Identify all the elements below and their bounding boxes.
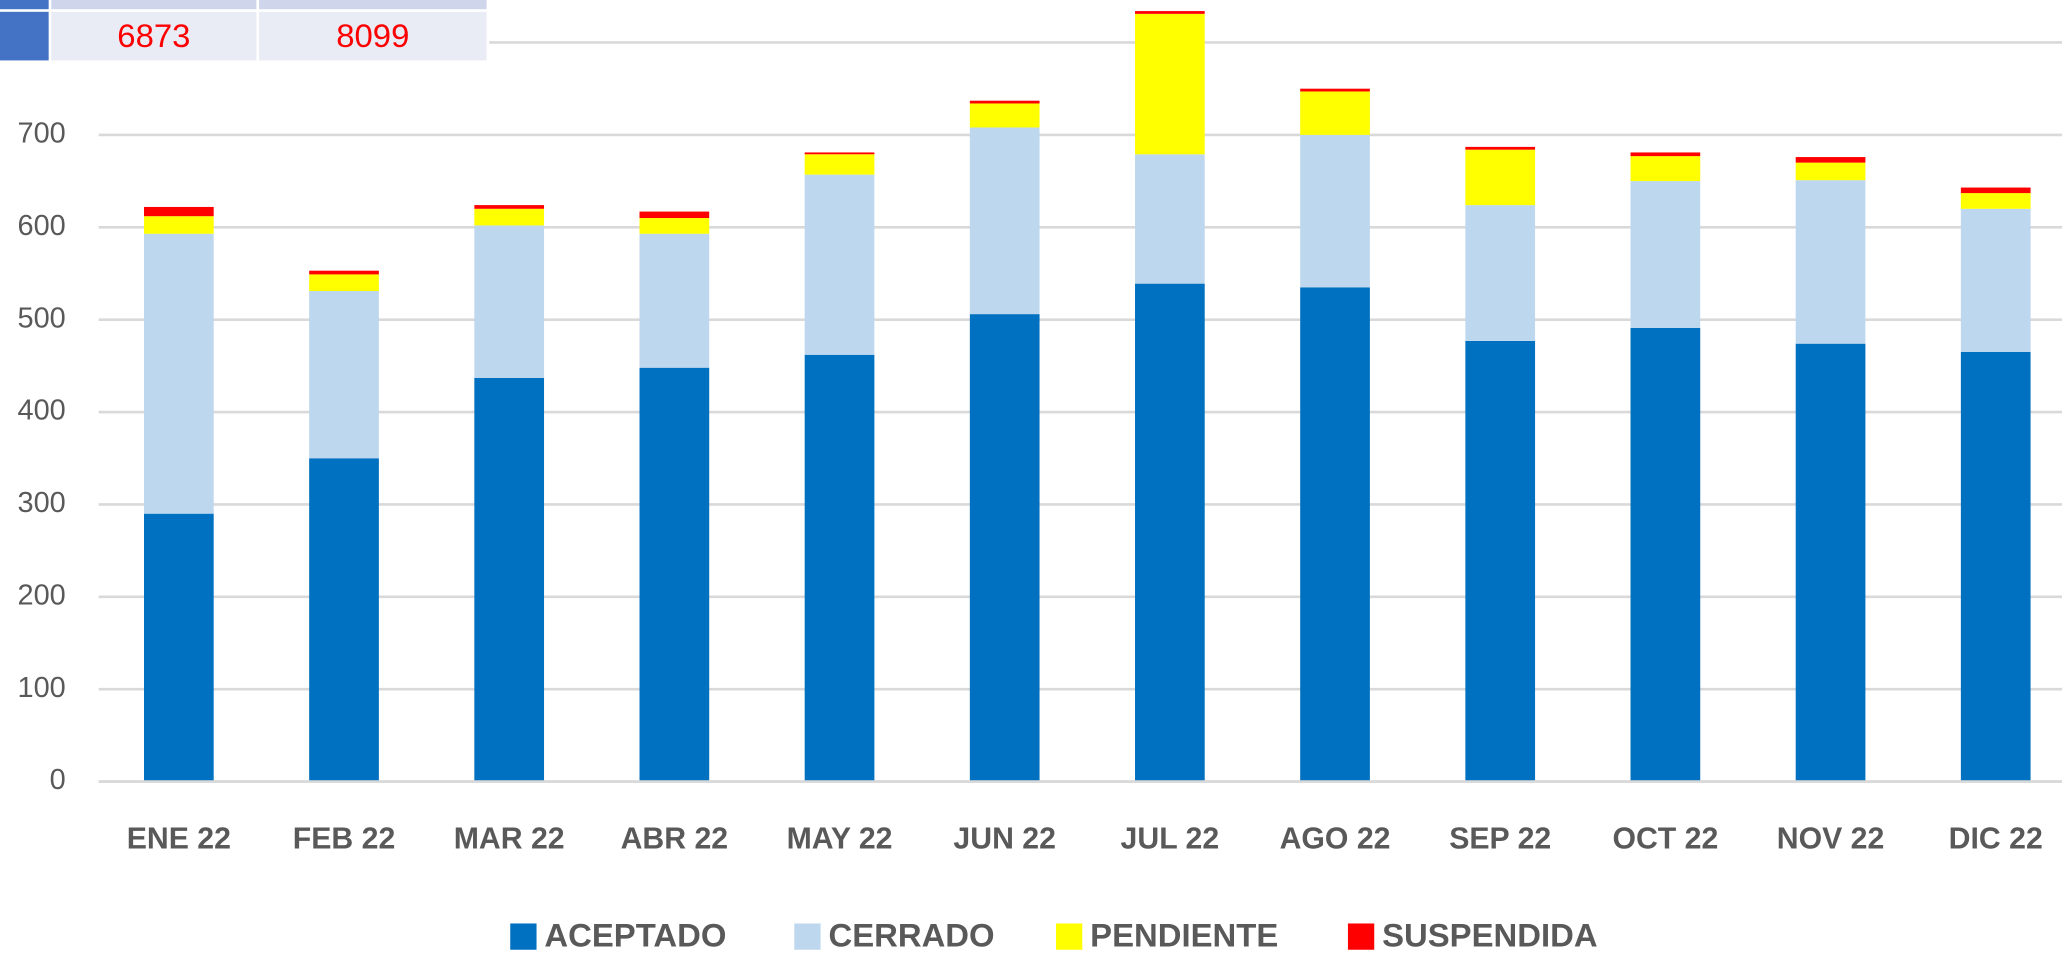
legend-swatch <box>794 923 821 950</box>
bar-segment <box>1630 327 1701 782</box>
bar-segment <box>309 274 379 292</box>
bar-segment <box>1795 157 1866 163</box>
bar-segment <box>309 458 379 782</box>
bar-segment <box>1300 134 1370 288</box>
y-tick-label: 300 <box>17 487 65 519</box>
bar-segment <box>1300 287 1370 782</box>
bar-segment <box>639 211 710 219</box>
bar-segment <box>639 367 710 782</box>
bar-segment <box>969 103 1040 128</box>
table-cell <box>259 0 487 10</box>
y-tick-label: 400 <box>17 395 65 427</box>
bar-segment <box>639 218 710 234</box>
bar-segment <box>1960 208 2031 352</box>
legend-swatch <box>1055 923 1083 950</box>
bar-segment <box>1795 343 1866 782</box>
bar-segment <box>1795 162 1866 181</box>
y-tick-label: 200 <box>17 579 65 611</box>
bar-segment <box>1135 11 1205 14</box>
bar-segment <box>1465 205 1536 341</box>
bar-segment <box>804 154 875 175</box>
x-tick-label: JUL 22 <box>1121 823 1220 856</box>
bar-segment <box>969 127 1040 315</box>
bar-segment <box>804 354 875 782</box>
bar-segment <box>1630 156 1701 182</box>
bar-segment <box>1300 88 1370 92</box>
x-tick-label: JUN 22 <box>953 823 1056 856</box>
y-tick-label: 600 <box>17 210 65 242</box>
table-value: 6873 <box>117 17 190 54</box>
x-tick-label: MAY 22 <box>787 823 893 856</box>
y-tick-label: 100 <box>17 672 65 704</box>
bar-segment <box>804 174 875 355</box>
bar-segment <box>474 208 545 226</box>
bar-segment <box>639 233 710 368</box>
x-tick-label: FEB 22 <box>293 823 396 856</box>
bar-segment <box>143 206 214 217</box>
table-cell <box>51 11 257 61</box>
table-value: 8099 <box>336 17 409 54</box>
bar-segment <box>1465 149 1536 206</box>
bar-segment <box>143 513 214 782</box>
bar-segment <box>969 100 1040 104</box>
y-tick-label: 500 <box>17 302 65 334</box>
bar-segment <box>1300 91 1370 135</box>
bar-segment <box>143 216 214 234</box>
table-cell <box>259 11 487 61</box>
legend-label: CERRADO <box>828 917 994 954</box>
x-tick-label: ENE 22 <box>127 823 231 856</box>
bar-segment <box>474 205 545 209</box>
bar-segment <box>1630 152 1701 157</box>
legend-swatch <box>510 923 537 950</box>
bar-segment <box>1135 283 1205 782</box>
bar-segment <box>1135 154 1205 284</box>
bar-segment <box>143 233 214 514</box>
table-cell <box>51 0 257 10</box>
bar-segment <box>309 291 379 459</box>
y-tick-label: 0 <box>50 764 66 796</box>
bar-segment <box>969 314 1040 782</box>
bar-segment <box>474 377 545 782</box>
x-tick-label: NOV 22 <box>1777 823 1885 856</box>
table-cell <box>0 11 49 61</box>
bar-segment <box>474 225 545 378</box>
legend-label: PENDIENTE <box>1090 917 1278 954</box>
x-tick-label: ABR 22 <box>621 823 729 856</box>
bar-segment <box>1135 13 1205 155</box>
x-tick-label: SEP 22 <box>1449 823 1551 856</box>
x-tick-label: MAR 22 <box>454 823 565 856</box>
legend-label: SUSPENDIDA <box>1382 917 1597 954</box>
bar-segment <box>1960 187 2031 194</box>
bar-segment <box>804 152 875 155</box>
bar-segment <box>1795 180 1866 344</box>
x-tick-label: AGO 22 <box>1280 823 1391 856</box>
bar-segment <box>1960 351 2031 782</box>
table-cell <box>0 0 49 10</box>
bar-segment <box>1960 193 2031 209</box>
table: 6873 8099 <box>0 0 490 62</box>
bar-segment <box>1465 340 1536 782</box>
legend-label: ACEPTADO <box>544 917 726 954</box>
bar-segment <box>1465 146 1536 150</box>
y-tick-label: 700 <box>17 118 65 150</box>
legend-swatch <box>1347 923 1375 950</box>
bar-segment <box>1630 181 1701 328</box>
x-tick-label: DIC 22 <box>1949 823 2043 856</box>
bar-segment <box>309 270 379 275</box>
x-tick-label: OCT 22 <box>1612 823 1718 856</box>
